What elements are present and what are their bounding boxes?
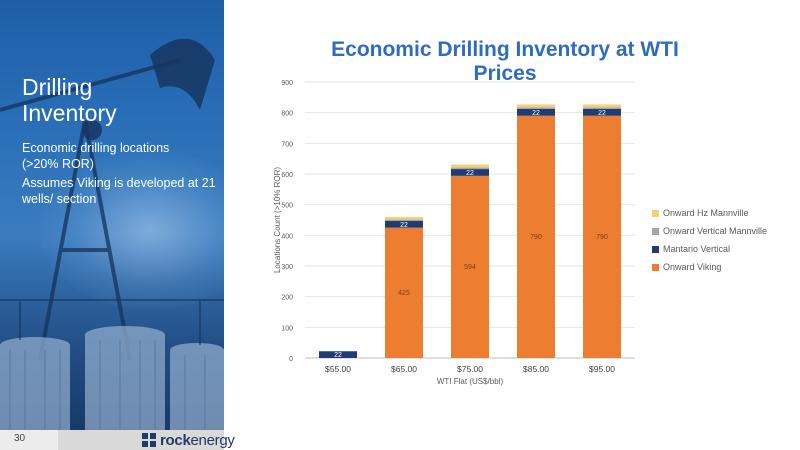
legend-item: Onward Hz Mannville: [652, 205, 767, 221]
data-label: 22: [334, 352, 342, 359]
data-label: 790: [530, 234, 542, 241]
data-label: 594: [464, 264, 476, 271]
bar-segment: [517, 108, 555, 116]
background-glow: [40, 150, 224, 310]
y-tick-label: 0: [289, 356, 293, 363]
page-number-box: 30: [0, 430, 58, 450]
bullet-text-2: (>20% ROR): [22, 157, 94, 171]
x-tick-label: $55.00: [325, 364, 351, 374]
page-title-line-2: Inventory: [22, 100, 117, 126]
data-label: 22: [400, 222, 408, 229]
legend-item: Onward Vertical Mannville: [652, 223, 767, 239]
x-tick-label: $85.00: [523, 364, 549, 374]
bar-segment: [583, 108, 621, 116]
y-tick-label: 600: [281, 172, 293, 179]
legend-swatch: [652, 245, 659, 253]
y-tick-label: 900: [281, 80, 293, 87]
logo-grid-icon: [142, 433, 156, 447]
bar-segment: [517, 104, 555, 108]
bar-segment: [451, 169, 489, 176]
logo-text-bold: rock: [160, 431, 191, 449]
chart-legend: Onward Hz Mannville Onward Vertical Mannv…: [652, 205, 767, 277]
bar-segment: [385, 216, 423, 220]
sidebar-panel: Drilling Inventory Economic drilling loc…: [0, 0, 224, 430]
data-label: 22: [466, 170, 474, 177]
data-label: 22: [598, 110, 606, 117]
legend-label: Onward Viking: [663, 262, 722, 272]
footer-logo-band: rock energy: [58, 430, 235, 450]
y-tick-label: 500: [281, 203, 293, 210]
bar-segment: [583, 104, 621, 108]
legend-label: Onward Hz Mannville: [663, 208, 749, 218]
legend-swatch: [652, 227, 659, 235]
x-tick-label: $95.00: [589, 364, 615, 374]
y-tick-label: 700: [281, 141, 293, 148]
legend-item: Mantario Vertical: [652, 241, 767, 257]
bar-segment: [385, 219, 423, 221]
x-tick-label: $65.00: [391, 364, 417, 374]
bar-segment: [451, 175, 489, 358]
x-axis-label: WTI Flat (US$/bbl): [437, 377, 504, 386]
chart-title: Economic Drilling Inventory at WTI Price…: [331, 38, 679, 85]
bar-segment: [517, 107, 555, 109]
y-tick-label: 100: [281, 325, 293, 332]
bar-segment: [385, 220, 423, 228]
bar-segment: [583, 115, 621, 358]
bullet-text-1: Economic drilling locations: [22, 141, 170, 155]
bar-segment: [451, 167, 489, 170]
bar-segment: [517, 115, 555, 358]
bar-segment: [319, 351, 357, 358]
y-tick-label: 200: [281, 295, 293, 302]
bar-segment: [451, 164, 489, 168]
rockenergy-logo: rock energy: [142, 431, 235, 449]
logo-text-regular: energy: [190, 431, 235, 449]
stacked-bar-chart: 0 100 200 300 400 500 600 700 800 900 Locations Co…: [273, 80, 635, 386]
y-tick-label: 300: [281, 264, 293, 271]
bar-segment: [583, 107, 621, 109]
legend-item: Onward Viking: [652, 259, 767, 275]
bar-segment: [385, 227, 423, 358]
x-tick-label: $75.00: [457, 364, 483, 374]
legend-swatch: [652, 263, 659, 271]
y-tick-label: 800: [281, 111, 293, 118]
data-label: 790: [596, 234, 608, 241]
bullet-text-3: Assumes Viking is developed at 21 wells/…: [22, 176, 216, 206]
legend-label: Onward Vertical Mannville: [663, 226, 768, 236]
footer: 30 rock energy: [0, 430, 800, 450]
page-title: Drilling Inventory: [22, 74, 212, 126]
legend-swatch: [652, 209, 659, 217]
data-label: 22: [532, 110, 540, 117]
legend-label: Mantario Vertical: [663, 244, 731, 254]
page-title-line-1: Drilling: [22, 74, 93, 100]
oilfield-illustration: [0, 38, 224, 430]
data-label: 425: [398, 290, 410, 297]
y-axis-label: Locations Count (>10% ROR): [273, 167, 282, 273]
y-tick-label: 400: [281, 233, 293, 240]
page-number: 30: [14, 433, 26, 444]
